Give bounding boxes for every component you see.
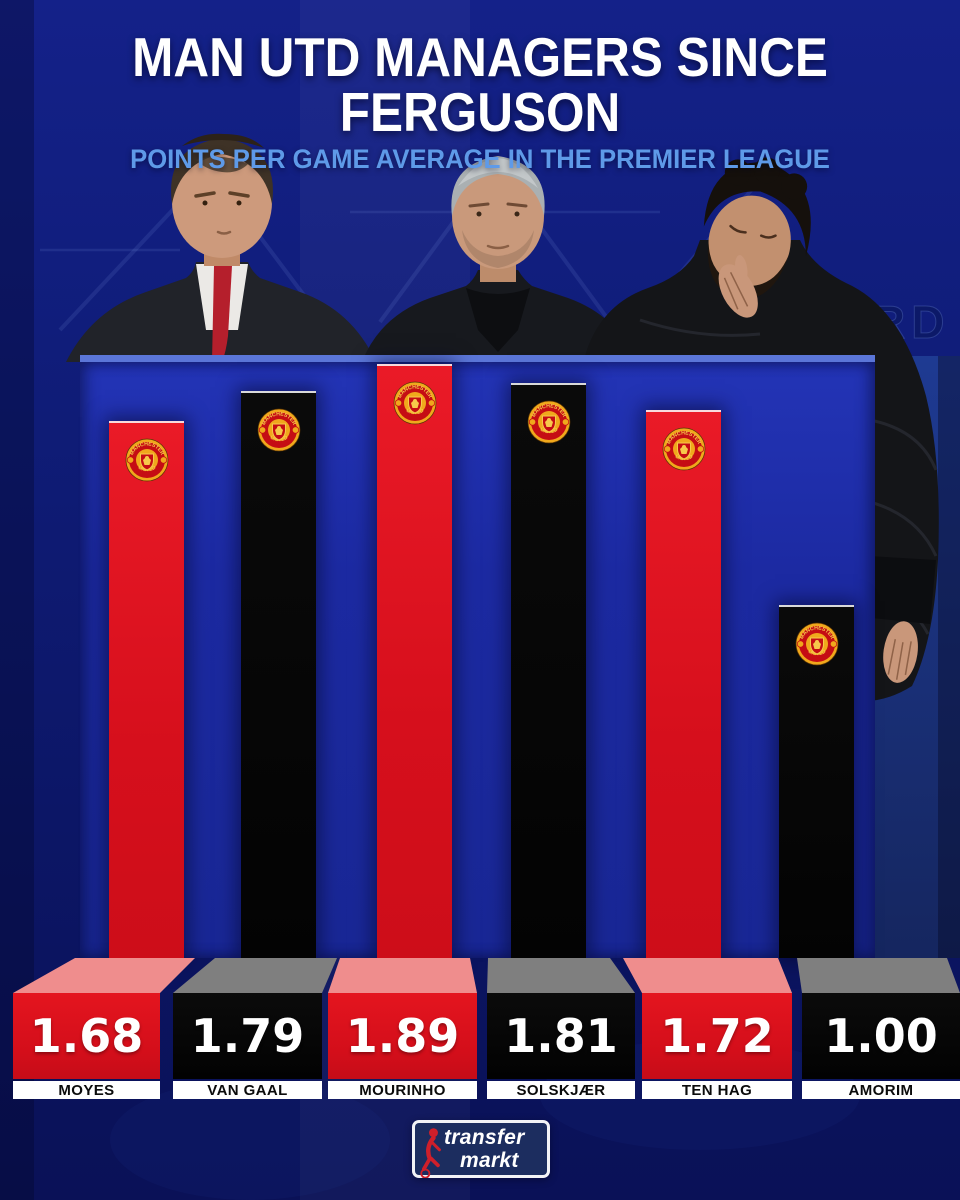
nameplate-moyes: MOYES	[13, 1081, 160, 1099]
pedestal-top-van-gaal	[173, 958, 337, 993]
value-label: 1.89	[345, 1009, 460, 1063]
value-label: 1.68	[29, 1009, 144, 1063]
value-label: 1.79	[190, 1009, 305, 1063]
logo-text-markt: markt	[460, 1149, 519, 1172]
manager-name: TEN HAG	[681, 1081, 753, 1099]
header: MAN UTD MANAGERS SINCE FERGUSON POINTS P…	[0, 0, 960, 173]
manchester-united-crest-icon	[390, 375, 440, 431]
manchester-united-crest-icon	[524, 394, 574, 450]
amorim-hand-mouth	[718, 255, 758, 318]
value-block-van-gaal: 1.79	[173, 993, 322, 1079]
value-label: 1.72	[660, 1009, 774, 1063]
nameplate-ten-hag: TEN HAG	[642, 1081, 792, 1099]
value-block-amorim: 1.00	[802, 993, 960, 1079]
chart-panel	[80, 355, 875, 958]
value-block-ten-hag: 1.72	[642, 993, 792, 1079]
bar-van-gaal	[241, 391, 316, 958]
bar-ten-hag	[646, 410, 721, 958]
transfermarkt-logo: transfer markt	[412, 1120, 550, 1178]
bar-solskjaer	[511, 383, 586, 958]
photo-van-gaal	[66, 133, 376, 362]
pedestal-top-solskjaer	[487, 958, 635, 993]
value-block-moyes: 1.68	[13, 993, 160, 1079]
footballer-icon	[420, 1128, 441, 1178]
pedestal-top-moyes	[13, 958, 195, 993]
pedestal-top-ten-hag	[623, 958, 792, 993]
manager-name: MOYES	[58, 1081, 115, 1099]
manager-name: AMORIM	[848, 1081, 914, 1099]
value-block-mourinho: 1.89	[328, 993, 477, 1079]
nameplate-amorim: AMORIM	[802, 1081, 960, 1099]
nameplate-solskjaer: SOLSKJÆR	[487, 1081, 635, 1099]
amorim-hand-down	[883, 621, 918, 683]
bar-moyes	[109, 421, 184, 958]
page-title: MAN UTD MANAGERS SINCE FERGUSON	[132, 26, 828, 143]
pedestal-top-amorim	[797, 958, 960, 993]
manager-name: VAN GAAL	[207, 1081, 288, 1099]
manager-name: MOURINHO	[359, 1081, 446, 1099]
bar-amorim	[779, 605, 854, 958]
manager-name: SOLSKJÆR	[516, 1081, 606, 1099]
photo-mourinho	[362, 156, 636, 362]
logo-text-transfer: transfer	[444, 1126, 525, 1149]
value-block-solskjaer: 1.81	[487, 993, 635, 1079]
nameplate-mourinho: MOURINHO	[328, 1081, 477, 1099]
pedestal-top-mourinho	[328, 958, 477, 993]
page-subtitle: POINTS PER GAME AVERAGE IN THE PREMIER L…	[130, 144, 830, 174]
pedestal-top-faces	[13, 958, 960, 993]
value-label: 1.81	[504, 1009, 618, 1063]
value-label: 1.00	[824, 1009, 938, 1063]
manchester-united-crest-icon	[254, 402, 304, 458]
photo-backdrop-edge	[938, 356, 960, 958]
transfermarkt-logo-box: transfer markt	[415, 1123, 547, 1178]
bar-mourinho	[377, 364, 452, 958]
manchester-united-crest-icon	[659, 421, 709, 477]
nameplate-van-gaal: VAN GAAL	[173, 1081, 322, 1099]
manchester-united-crest-icon	[792, 616, 842, 672]
manchester-united-crest-icon	[122, 432, 172, 488]
